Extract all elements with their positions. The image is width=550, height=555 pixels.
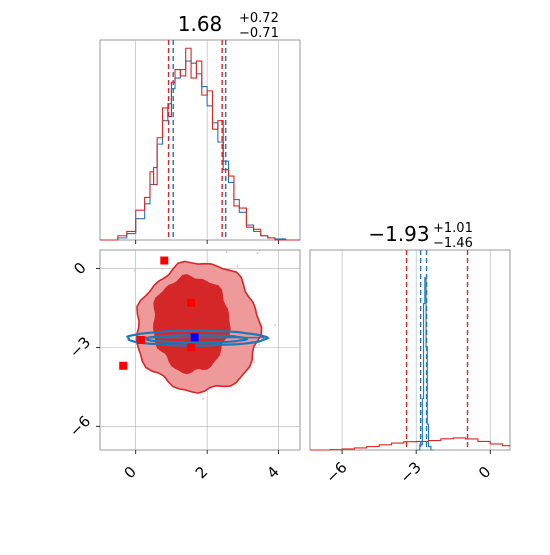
marker-square bbox=[137, 336, 146, 344]
x-marginal-title: 1.68 bbox=[178, 12, 223, 36]
joint-tick-label-y: 0 bbox=[70, 259, 89, 278]
marker-square bbox=[187, 298, 196, 307]
contour-inner bbox=[152, 274, 231, 375]
sample-point bbox=[202, 397, 204, 400]
marker-square bbox=[187, 343, 196, 352]
sample-point bbox=[225, 251, 228, 253]
joint-tick-label-y: −3 bbox=[66, 333, 94, 361]
sample-point bbox=[258, 343, 260, 346]
joint-panel: 0 2 4 0 −3 −6 bbox=[66, 249, 301, 482]
joint-tick-label-y: −6 bbox=[66, 412, 94, 440]
y-marginal-tick-label: −6 bbox=[322, 458, 350, 486]
y-marginal-title-upper: +1.01 bbox=[433, 221, 473, 236]
marker-square bbox=[190, 333, 199, 342]
y-marginal-frame bbox=[309, 249, 511, 451]
joint-tick-label-x: 4 bbox=[263, 463, 282, 482]
contour-inner bbox=[145, 334, 249, 344]
y-marginal-title-lower: −1.46 bbox=[433, 236, 473, 251]
x-marginal-panel: 1.68 +0.72 −0.71 bbox=[99, 11, 301, 244]
contour-outer bbox=[126, 329, 270, 347]
x-marginal-title-lower: −0.71 bbox=[239, 26, 279, 41]
x-marginal-title-upper: +0.72 bbox=[239, 11, 279, 26]
y-marginal-tick-label: 0 bbox=[475, 463, 494, 482]
sample-point bbox=[274, 324, 277, 326]
joint-tick-label-x: 0 bbox=[120, 463, 139, 482]
joint-tick-label-x: 2 bbox=[192, 463, 211, 482]
sample-point bbox=[253, 361, 256, 364]
sample-point bbox=[161, 268, 164, 270]
sample-point bbox=[256, 252, 259, 254]
sample-point bbox=[133, 269, 136, 272]
histogram-series-1 bbox=[310, 437, 510, 451]
sample-point bbox=[236, 265, 239, 268]
marker-square bbox=[119, 361, 128, 370]
y-marginal-tick-label: −3 bbox=[396, 458, 424, 486]
y-marginal-title: −1.93 bbox=[368, 222, 429, 246]
marker-square bbox=[160, 256, 169, 265]
y-marginal-panel: −1.93 +1.01 −1.46 −6 −3 0 bbox=[309, 221, 511, 487]
histogram-series-1 bbox=[100, 47, 300, 241]
x-marginal-frame bbox=[99, 39, 301, 241]
histogram-series-0 bbox=[416, 277, 434, 451]
